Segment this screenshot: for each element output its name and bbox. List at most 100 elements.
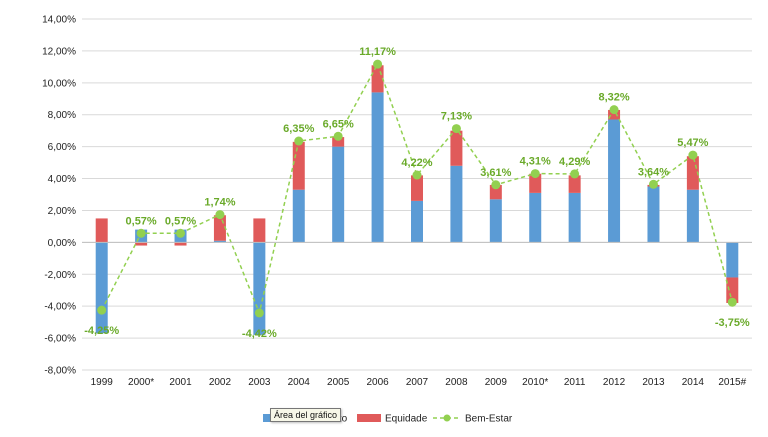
bar-crescimento[interactable] <box>529 192 542 243</box>
bem-estar-point[interactable] <box>688 150 698 160</box>
bem-estar-point[interactable] <box>491 180 501 190</box>
data-label: 5,47% <box>677 137 708 149</box>
y-tick-label: -4,00% <box>44 302 76 313</box>
bar-crescimento[interactable] <box>726 242 739 278</box>
bar-equidade[interactable] <box>253 218 266 243</box>
bar-equidade[interactable] <box>529 173 542 193</box>
data-label: 7,13% <box>441 111 472 123</box>
x-tick-label: 2012 <box>603 377 626 388</box>
y-tick-label: 10,00% <box>42 78 76 89</box>
bar-equidade[interactable] <box>686 156 699 190</box>
x-tick-label: 2015# <box>718 377 746 388</box>
x-tick-label: 2013 <box>642 377 665 388</box>
x-tick-label: 2011 <box>564 377 586 388</box>
bar-crescimento[interactable] <box>411 200 423 243</box>
x-tick-label: 2001 <box>169 377 192 388</box>
y-tick-label: -6,00% <box>44 334 76 345</box>
bem-estar-point[interactable] <box>530 169 540 179</box>
data-label: -4,25% <box>84 325 119 337</box>
x-tick-label: 2010* <box>522 377 548 388</box>
bem-estar-point[interactable] <box>373 59 383 69</box>
bar-crescimento[interactable] <box>489 199 502 243</box>
data-label: 4,31% <box>520 156 551 168</box>
data-label: 6,35% <box>283 123 314 135</box>
data-label: 6,65% <box>323 118 354 130</box>
bar-crescimento[interactable] <box>568 192 581 243</box>
y-tick-label: -8,00% <box>44 366 76 377</box>
bar-equidade[interactable] <box>332 137 345 147</box>
bar-equidade[interactable] <box>726 277 739 303</box>
bem-estar-point[interactable] <box>333 131 343 141</box>
bar-crescimento[interactable] <box>292 189 305 243</box>
chart-area-tooltip: Área del gráfico <box>270 408 342 422</box>
bar-crescimento[interactable] <box>608 119 621 243</box>
bar-equidade[interactable] <box>568 175 581 193</box>
data-label: 4,22% <box>401 157 432 169</box>
bem-estar-point[interactable] <box>648 179 658 189</box>
data-label: 11,17% <box>359 46 396 58</box>
bem-estar-point[interactable] <box>176 228 186 238</box>
x-tick-label: 2003 <box>248 377 271 388</box>
legend-label[interactable]: Equidade <box>385 414 428 425</box>
bar-crescimento[interactable] <box>647 186 660 243</box>
x-tick-label: 2008 <box>445 377 468 388</box>
bar-equidade[interactable] <box>292 141 305 190</box>
bem-estar-line[interactable] <box>97 59 737 318</box>
bar-equidade[interactable] <box>411 175 423 201</box>
bar-crescimento[interactable] <box>95 242 108 334</box>
bem-estar-line-path[interactable] <box>101 62 734 316</box>
data-label: 1,74% <box>204 197 235 209</box>
x-tick-label: 2007 <box>406 377 429 388</box>
data-label: 0,57% <box>165 215 196 227</box>
data-label: 3,61% <box>480 167 511 179</box>
bem-estar-point[interactable] <box>412 170 422 180</box>
x-tick-label: 2005 <box>327 377 350 388</box>
bar-crescimento[interactable] <box>371 92 384 243</box>
bar-crescimento[interactable] <box>686 189 699 243</box>
data-label: 0,57% <box>126 215 157 227</box>
legend-swatch[interactable] <box>357 414 381 422</box>
bar-equidade[interactable] <box>608 109 621 120</box>
y-tick-label: 4,00% <box>48 174 76 185</box>
y-tick-label: 2,00% <box>48 206 76 217</box>
bar-crescimento[interactable] <box>253 242 266 335</box>
legend-swatch-marker[interactable] <box>443 414 451 422</box>
y-tick-label: 12,00% <box>42 46 76 57</box>
x-tick-label: 2000* <box>128 377 154 388</box>
data-label: -3,75% <box>715 317 750 329</box>
y-tick-label: 0,00% <box>48 238 76 249</box>
bar-crescimento[interactable] <box>332 146 345 243</box>
x-axis: 1999 2000* 2001 2002 2003 2004 2005 2006 2007 200… <box>82 241 752 388</box>
bar-equidade[interactable] <box>489 184 502 200</box>
bar-crescimento[interactable] <box>213 240 226 243</box>
x-tick-label: 1999 <box>91 377 114 388</box>
bem-estar-point[interactable] <box>451 124 461 134</box>
bar-equidade[interactable] <box>174 242 187 246</box>
y-axis: -8,00% -6,00% -4,00% -2,00% 0,00% 2,00% 4,00% 6… <box>42 15 76 377</box>
bars[interactable] <box>95 65 739 335</box>
data-label: 4,29% <box>559 156 590 168</box>
bar-equidade[interactable] <box>450 130 463 166</box>
y-tick-label: 6,00% <box>48 142 76 153</box>
bem-estar-point[interactable] <box>254 308 264 318</box>
bem-estar-point[interactable] <box>294 136 304 146</box>
bem-estar-point[interactable] <box>136 228 146 238</box>
bar-equidade[interactable] <box>371 65 384 93</box>
legend-label[interactable]: Bem-Estar <box>465 414 513 425</box>
bar-equidade[interactable] <box>135 242 148 246</box>
bem-estar-point[interactable] <box>609 105 619 115</box>
x-tick-label: 2014 <box>682 377 705 388</box>
data-label: 8,32% <box>598 92 629 104</box>
x-tick-label: 2002 <box>209 377 232 388</box>
data-labels: -4,25% 0,57% 0,57% 1,74% -4,42% 6,35% 6,65% 11,… <box>84 46 750 340</box>
bem-estar-point[interactable] <box>215 210 225 220</box>
data-label: -4,42% <box>242 328 277 340</box>
bem-estar-point[interactable] <box>570 169 580 179</box>
bem-estar-point[interactable] <box>727 297 737 307</box>
bar-crescimento[interactable] <box>450 165 463 243</box>
bar-equidade[interactable] <box>95 218 108 243</box>
x-tick-label: 2004 <box>288 377 311 388</box>
bem-estar-point[interactable] <box>97 305 107 315</box>
y-tick-label: 14,00% <box>42 15 76 26</box>
